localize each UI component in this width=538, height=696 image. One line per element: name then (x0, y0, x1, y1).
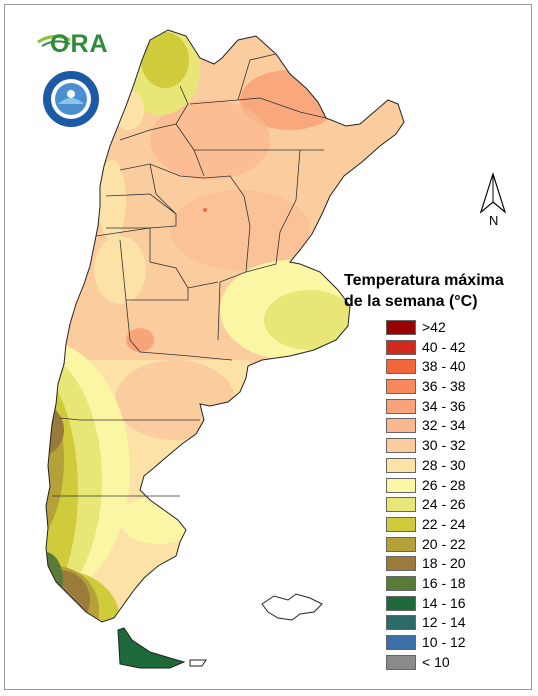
legend-label: >42 (422, 319, 446, 335)
ora-logo-text: ORA (50, 30, 109, 58)
legend-label: 40 - 42 (422, 338, 466, 355)
legend-label: 24 - 26 (422, 496, 466, 513)
legend-swatch (386, 379, 416, 395)
legend-label: < 10 (422, 653, 450, 670)
malvinas-islands (261, 593, 323, 621)
north-label: N (489, 213, 499, 228)
legend-swatch (386, 516, 416, 532)
legend-label: 34 - 36 (422, 397, 466, 414)
legend-swatch (386, 457, 416, 473)
ora-logo-icon (36, 26, 102, 61)
legend-label: 30 - 32 (422, 437, 466, 454)
legend-label: 32 - 34 (422, 417, 466, 434)
legend-title-line2: de la semana (°C) (344, 293, 478, 310)
legend-swatch (386, 359, 416, 375)
legend-swatch (386, 635, 416, 650)
legend-swatch (386, 398, 416, 414)
legend-swatch (386, 575, 416, 591)
smn-badge-icon (40, 68, 102, 135)
tierra-del-fuego (117, 627, 186, 669)
legend-label: 16 - 18 (422, 574, 466, 591)
legend-swatch (386, 556, 416, 572)
legend-label: 36 - 38 (422, 378, 466, 395)
legend-label: 10 - 12 (422, 634, 466, 650)
legend-swatch (386, 339, 416, 355)
legend-label: 14 - 16 (422, 594, 466, 611)
legend-swatch (386, 438, 416, 454)
north-arrow-icon (478, 172, 508, 221)
legend-title: Temperatura máxima de la semana (°C) (344, 270, 534, 312)
legend-label: 12 - 14 (422, 614, 466, 631)
map-frame (4, 4, 532, 690)
legend-swatch (386, 654, 416, 670)
legend-label: 22 - 24 (422, 515, 466, 532)
legend-title-line1: Temperatura máxima (344, 272, 504, 289)
legend-swatch (386, 418, 416, 434)
legend-label: 26 - 28 (422, 476, 466, 493)
legend-swatch (386, 595, 416, 611)
legend-label: 38 - 40 (422, 358, 466, 375)
legend-label: 28 - 30 (422, 456, 466, 473)
legend-swatch (386, 497, 416, 513)
legend-swatch (386, 320, 416, 335)
legend-swatch (386, 477, 416, 493)
legend-swatch (386, 536, 416, 552)
legend-swatch (386, 615, 416, 631)
legend-label: 18 - 20 (422, 555, 466, 572)
legend-label: 20 - 22 (422, 535, 466, 552)
